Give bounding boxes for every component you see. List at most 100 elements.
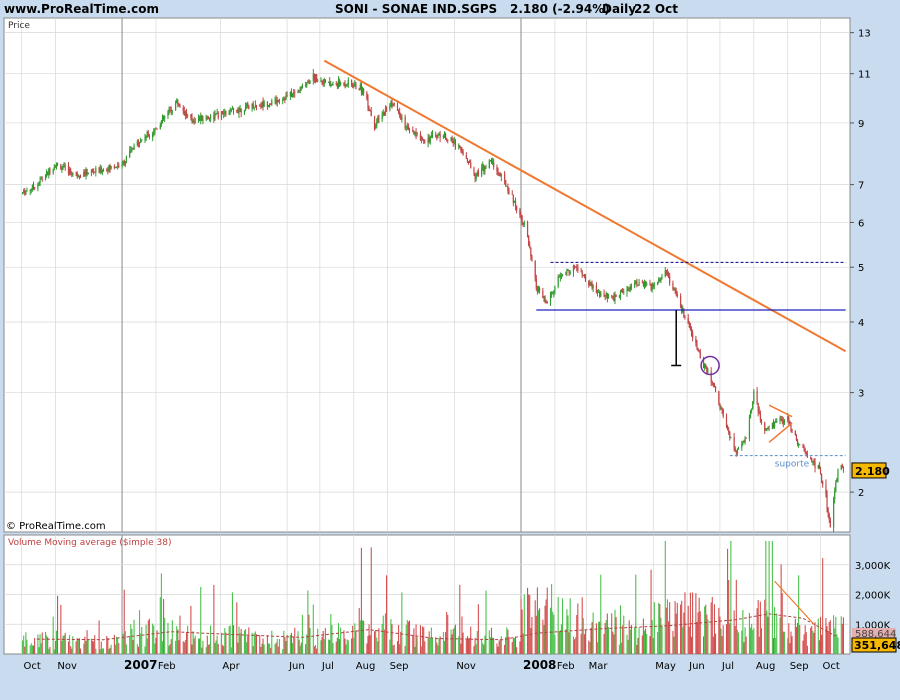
price-candle-body: [741, 443, 743, 448]
price-candle-body: [90, 170, 93, 174]
price-candle-body: [521, 215, 523, 223]
price-candle-body: [580, 271, 582, 273]
price-candle-body: [438, 134, 440, 135]
price-tick-label: 2: [858, 488, 864, 499]
price-candle-body: [833, 498, 835, 528]
price-candle-body: [77, 175, 79, 177]
instrument-name: SONI - SONAE IND.SGPS: [335, 2, 498, 16]
price-candle-body: [253, 107, 255, 109]
price-candle-body: [508, 190, 510, 195]
price-candle-body: [222, 111, 224, 114]
price-candle-body: [26, 190, 28, 192]
price-candle-body: [25, 191, 27, 195]
price-candle-body: [458, 145, 460, 148]
price-candle-body: [462, 151, 464, 156]
price-candle-body: [63, 165, 65, 167]
price-candle-body: [702, 358, 705, 368]
price-candle-body: [391, 102, 393, 105]
price-candle-body: [446, 139, 448, 141]
price-candle-body: [666, 272, 669, 274]
price-candle-body: [511, 194, 513, 195]
price-candle-body: [306, 82, 308, 86]
price-candle-body: [401, 116, 403, 120]
price-candle-body: [64, 165, 66, 167]
price-candle-body: [690, 330, 693, 333]
price-candle-body: [499, 173, 501, 177]
price-candle-body: [596, 291, 599, 293]
price-candle-body: [144, 138, 146, 140]
price-candle-body: [720, 408, 722, 410]
price-panel-label: Price: [8, 21, 30, 31]
price-candle-body: [544, 296, 546, 302]
price-candle-body: [474, 173, 476, 179]
price-candle-body: [184, 112, 187, 116]
price-candle-body: [812, 461, 814, 463]
price-candle-body: [338, 80, 341, 85]
price-candle-body: [481, 167, 483, 176]
last-price-label: 2.180: [855, 465, 890, 478]
price-candle-body: [810, 457, 812, 459]
price-candle-body: [714, 386, 717, 392]
price-candle-body: [275, 99, 277, 104]
suporte-label: suporte: [775, 460, 810, 470]
price-candle-body: [658, 279, 660, 283]
price-candle-body: [389, 106, 391, 110]
price-candle-body: [277, 100, 279, 103]
price-candle-body: [276, 100, 278, 104]
resistance-trendline: [323, 59, 847, 353]
price-candle-body: [466, 158, 469, 162]
price-candle-body: [61, 168, 63, 170]
price-candle-body: [46, 171, 48, 176]
price-candle-body: [291, 93, 294, 98]
price-candle-body: [442, 136, 444, 138]
price-candle-body: [423, 139, 425, 142]
price-candle-body: [152, 133, 154, 138]
price-candle-body: [572, 266, 575, 272]
price-candle-body: [820, 473, 823, 482]
price-candle-body: [382, 112, 384, 115]
price-tick-label: 4: [858, 318, 864, 329]
price-candle-body: [130, 150, 132, 152]
price-candle-body: [650, 284, 652, 290]
price-candle-body: [652, 283, 654, 287]
price-candle-body: [299, 87, 301, 92]
price-candle-body: [114, 166, 117, 168]
price-candle-body: [343, 82, 345, 85]
price-candle-body: [667, 272, 670, 277]
volume-ma-line: [36, 613, 837, 641]
time-tick-label: May: [655, 661, 676, 672]
price-candle-body: [634, 282, 636, 287]
site-url[interactable]: www.ProRealTime.com: [4, 2, 159, 16]
price-candle-body: [505, 180, 507, 187]
price-candle-body: [497, 171, 499, 173]
time-tick-label: Aug: [756, 661, 776, 672]
price-candle-body: [526, 221, 529, 237]
price-candle-body: [696, 343, 698, 349]
price-candle-body: [53, 166, 55, 170]
price-candle-body: [782, 421, 784, 424]
price-candle-body: [353, 85, 355, 87]
quote-change: 2.180 (-2.94%): [510, 2, 610, 16]
price-candle-body: [383, 112, 385, 116]
price-candle-body: [162, 116, 165, 119]
time-tick-label: Nov: [456, 661, 476, 672]
price-candle-body: [695, 338, 697, 344]
price-candle-body: [62, 166, 64, 169]
price-candle-body: [802, 444, 804, 448]
price-candle-body: [375, 126, 377, 128]
price-candle-body: [207, 117, 209, 119]
price-candle-body: [40, 178, 42, 180]
price-candle-body: [293, 92, 295, 94]
price-candle-body: [475, 175, 477, 179]
price-candle-body: [118, 165, 120, 167]
price-candle-body: [576, 266, 578, 268]
price-candle-body: [87, 173, 89, 175]
price-candle-body: [431, 134, 434, 136]
price-candle-body: [429, 136, 431, 143]
price-candle-body: [664, 270, 666, 277]
price-candle-body: [684, 316, 686, 319]
price-candle-body: [37, 184, 39, 189]
price-candle-body: [31, 185, 34, 189]
price-candle-body: [528, 236, 530, 245]
